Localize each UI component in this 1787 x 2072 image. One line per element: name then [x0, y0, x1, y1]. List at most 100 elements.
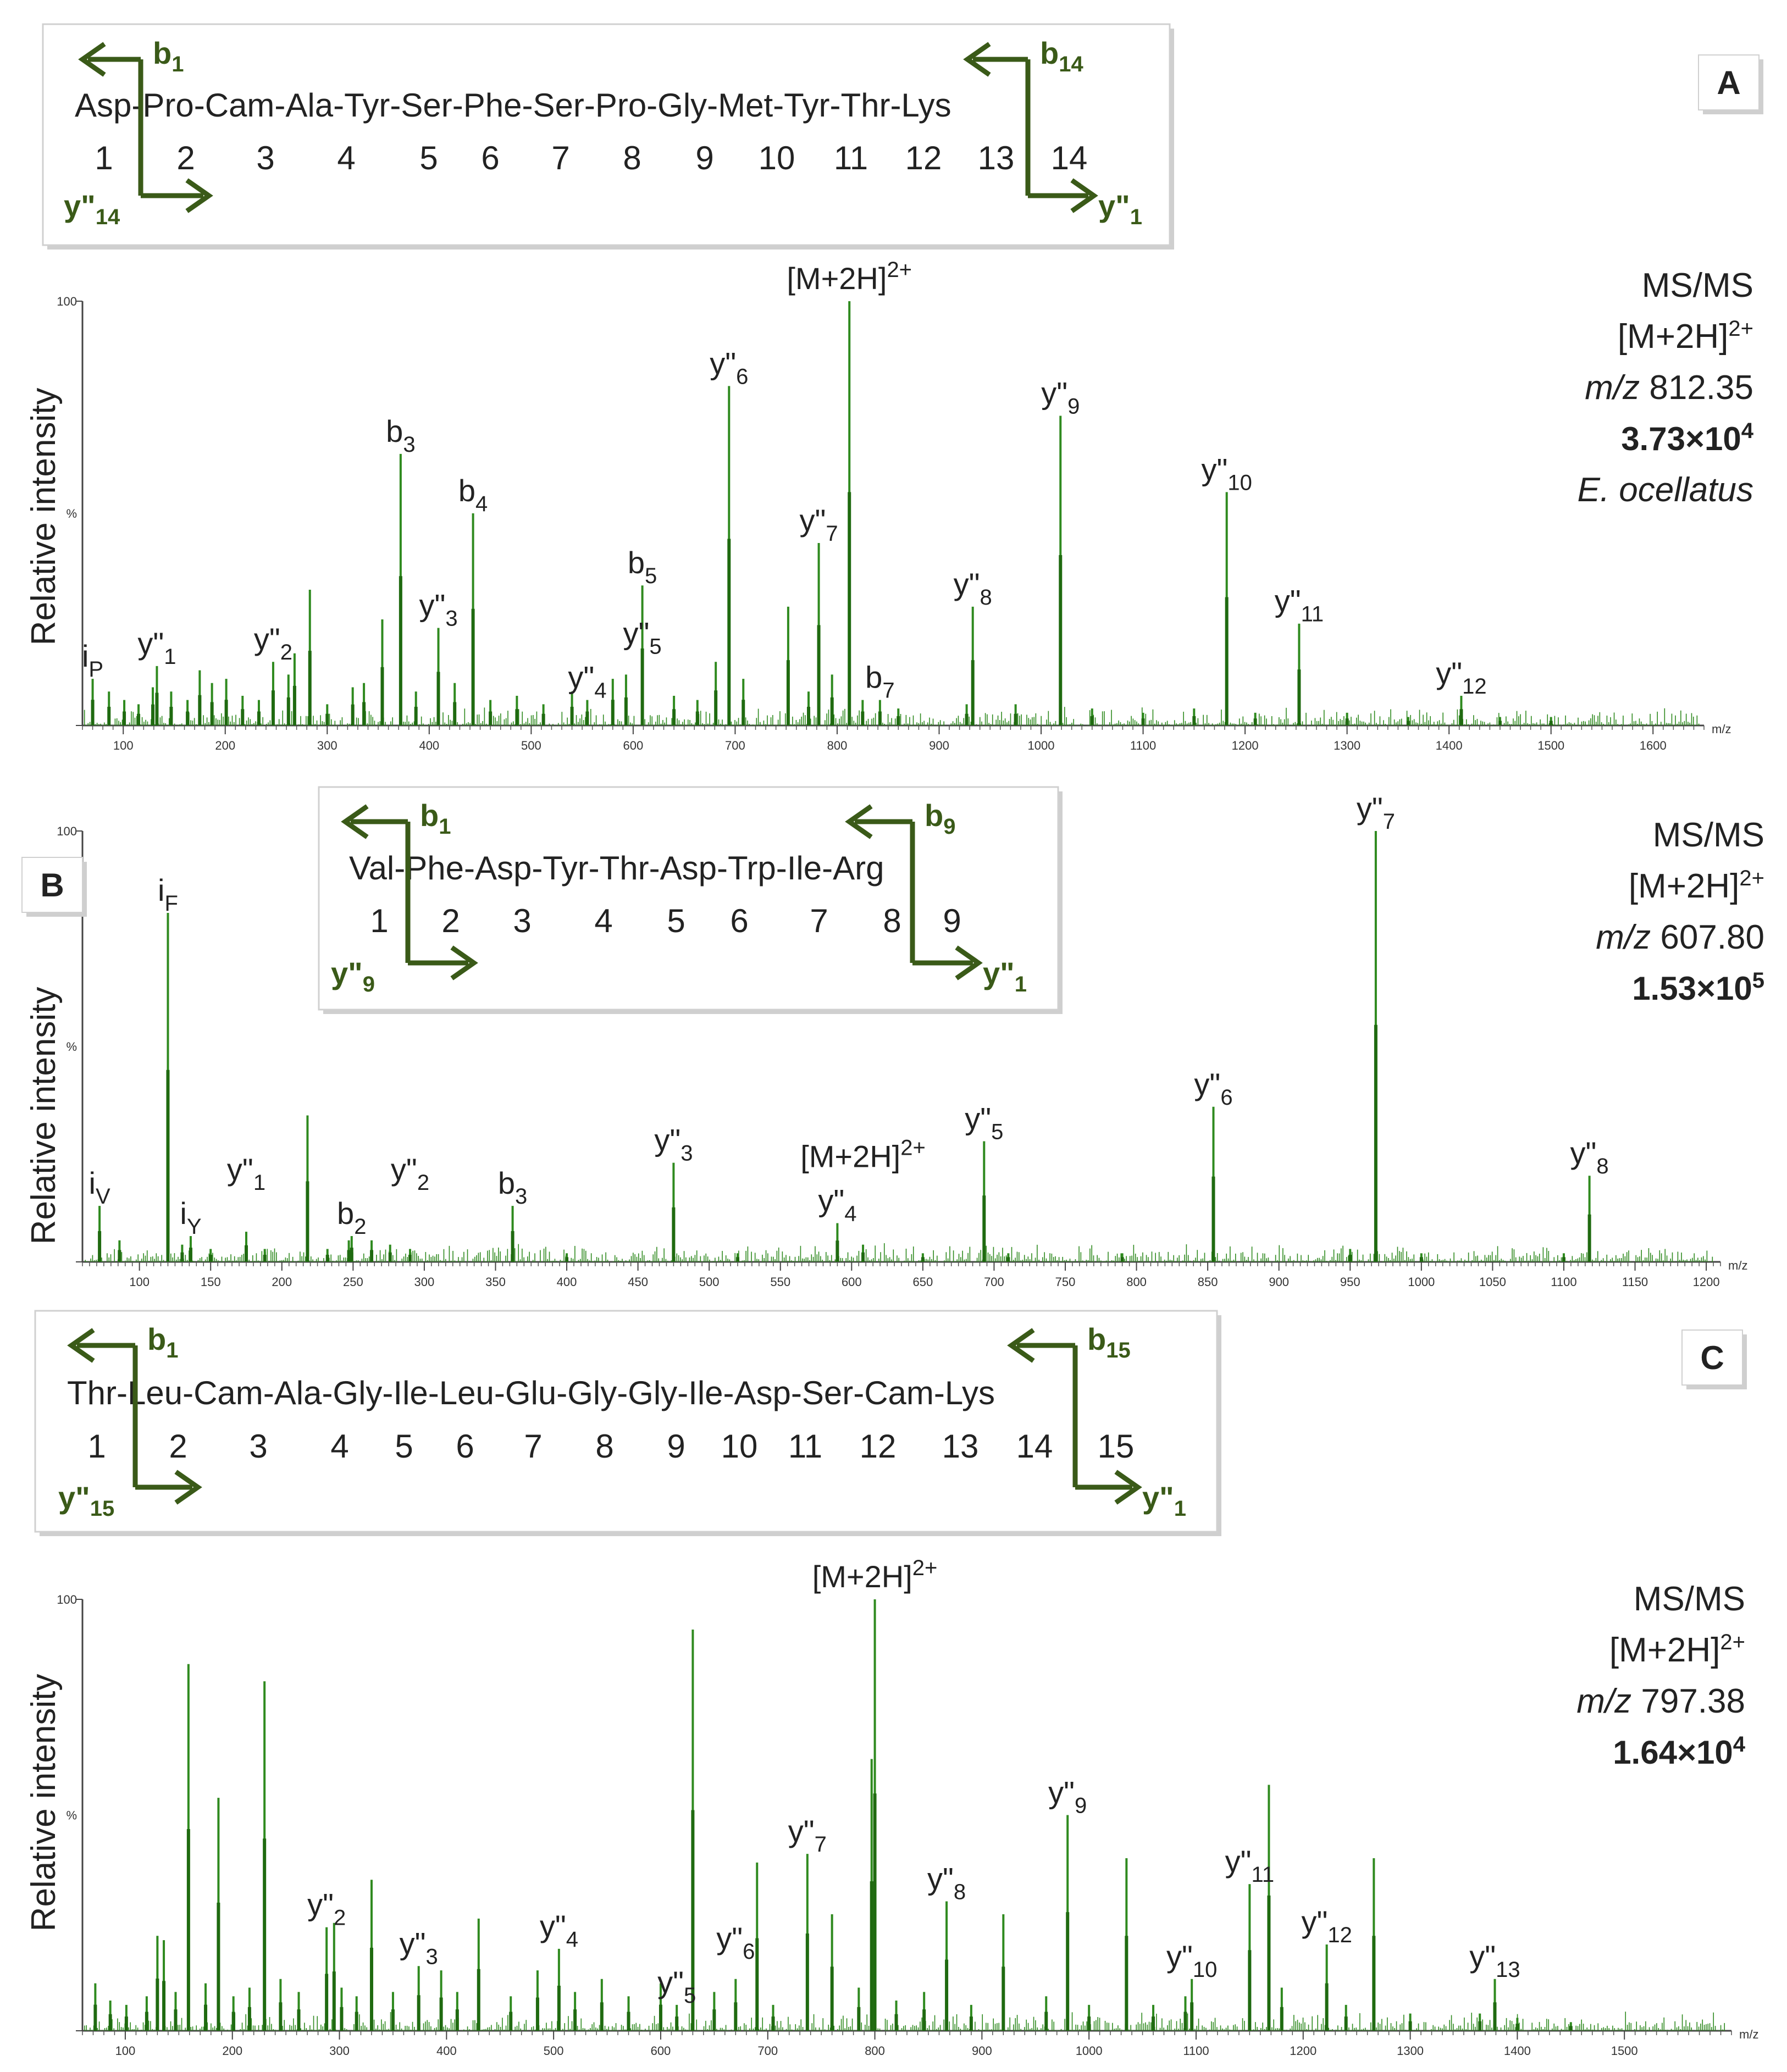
sequence-box-b: Val-Phe-Asp-Tyr-Thr-Asp-Trp-Ile-Arg 1 2 3 4 5…: [318, 786, 1063, 1014]
fragment-arrow-right: b15 y"1: [1007, 1322, 1186, 1521]
peaks-a: [91, 301, 1553, 725]
peak-label: y"4: [818, 1183, 856, 1226]
noise-b: [85, 1243, 1713, 1262]
residue-number: 11: [788, 1428, 822, 1465]
axes-b: 100 150 200 250 300 350 400 450 500 550 600 650 700 7…: [25, 824, 1747, 1289]
peak-label: y"2: [254, 622, 292, 664]
y-tick-label: 100: [57, 1593, 77, 1606]
x-tick-label: 900: [972, 2044, 992, 2058]
peak-label: iP: [82, 639, 103, 682]
peak-label: y"3: [400, 1926, 438, 1969]
peak-label: y"3: [654, 1123, 693, 1166]
residue-number: 2: [176, 140, 195, 176]
residue-number: 4: [594, 902, 612, 939]
peak-label: y"5: [965, 1101, 1003, 1144]
x-tick-label: 900: [1269, 1275, 1289, 1289]
peak-label: y"8: [927, 1862, 966, 1904]
y-arrow-head: [1114, 1470, 1142, 1505]
info-mz: m/z 797.38: [1576, 1682, 1745, 1720]
panel-c: 100 200 300 400 500 600 700 800 900 1000 1100 1200 1…: [25, 1310, 1758, 2058]
x-tick-label: 1050: [1479, 1275, 1506, 1289]
info-precursor: [M+2H]2+: [1629, 866, 1764, 905]
y-fragment-label: y"14: [64, 189, 120, 229]
residue-number: 9: [943, 902, 961, 939]
residue-number: 7: [810, 902, 828, 939]
peak-label: y"6: [716, 1921, 755, 1964]
sequence-box-a: Asp-Pro-Cam-Ala-Tyr-Ser-Phe-Ser-Pro-Gly-…: [42, 23, 1174, 250]
x-tick-label: 300: [317, 739, 338, 752]
residue-number: 2: [441, 902, 460, 939]
peak-label: y"9: [1041, 375, 1080, 418]
panel-letter-frame: [1681, 1329, 1743, 1386]
x-tick-label: 900: [929, 739, 949, 752]
residue-number: 9: [667, 1428, 685, 1465]
x-tick-label: 1000: [1076, 2044, 1103, 2058]
residue-number: 3: [513, 902, 531, 939]
b-arrow-head: [67, 1328, 95, 1363]
peaks-b: [98, 831, 1591, 1262]
peptide-sequence: Val-Phe-Asp-Tyr-Thr-Asp-Trp-Ile-Arg: [349, 850, 884, 887]
x-tick-label: 250: [343, 1275, 363, 1289]
residue-number: 1: [87, 1428, 106, 1465]
info-precursor: [M+2H]2+: [1609, 1630, 1745, 1669]
b-fragment-label: b15: [1087, 1322, 1131, 1362]
x-tick-label: 1500: [1611, 2044, 1638, 2058]
y-axis-label: Relative intensity: [25, 987, 63, 1245]
peak-label: y"1: [137, 626, 176, 669]
info-intensity: 3.73×104: [1621, 419, 1754, 457]
peaks-c: [93, 1599, 1573, 2031]
x-tick-label: 1200: [1693, 1275, 1720, 1289]
x-tick-label: 1000: [1028, 739, 1055, 752]
peak-label: y"7: [788, 1814, 827, 1857]
b-arrow-head: [341, 804, 369, 839]
residue-number: 11: [834, 140, 868, 176]
y-arrow-head: [174, 1470, 202, 1505]
x-tick-label: 400: [557, 1275, 577, 1289]
x-axis-label: m/z: [1712, 722, 1731, 736]
sequence-box-frame: [318, 786, 1059, 1011]
peak-labels-a: iP y"1 y"2 b3 y"3 b4 y"4 y"5 b5 y"6 y"7 [M+2H]2+ b7 y…: [82, 258, 1487, 703]
residue-number: 7: [551, 140, 569, 176]
residue-number: 9: [695, 140, 713, 176]
residue-number: 3: [249, 1428, 267, 1465]
peak-label: y"5: [623, 616, 662, 659]
x-tick-label: 500: [544, 2044, 564, 2058]
b-fragment-label: b1: [420, 798, 451, 839]
peak-label: y"4: [568, 660, 606, 703]
x-tick-label: 700: [984, 1275, 1004, 1289]
x-tick-label: 600: [651, 2044, 671, 2058]
b-fragment-label: b1: [153, 36, 184, 76]
residue-number: 8: [623, 140, 641, 176]
x-tick-label: 150: [201, 1275, 221, 1289]
peak-label: y"8: [954, 567, 992, 610]
info-block-a: MS/MS [M+2H]2+ m/z 812.35 3.73×104 E. ocella…: [1577, 267, 1753, 509]
b-fragment-label: b14: [1040, 36, 1083, 76]
x-tick-label: 400: [436, 2044, 457, 2058]
info-block-b: MS/MS [M+2H]2+ m/z 607.80 1.53×105: [1596, 816, 1764, 1007]
info-mz: m/z 607.80: [1596, 918, 1764, 956]
residue-number: 6: [481, 140, 499, 176]
x-tick-label: 450: [628, 1275, 648, 1289]
x-tick-label: 550: [770, 1275, 790, 1289]
y-fragment-label: y"1: [1098, 189, 1142, 229]
x-tick-label: 600: [623, 739, 644, 752]
peak-label: b3: [386, 414, 415, 457]
residue-number: 13: [942, 1428, 979, 1465]
y-axis-label: Relative intensity: [25, 1674, 63, 1932]
axes-c: 100 200 300 400 500 600 700 800 900 1000 1100 1200 1…: [25, 1593, 1758, 2058]
residue-number: 8: [883, 902, 901, 939]
b-arrow-head: [963, 42, 991, 77]
x-tick-label: 850: [1198, 1275, 1218, 1289]
residue-number: 14: [1016, 1428, 1053, 1465]
residue-number: 13: [978, 140, 1015, 176]
fragment-arrow-right: b9 y"1: [845, 798, 1027, 996]
x-tick-label: 200: [215, 739, 235, 752]
x-tick-label: 800: [865, 2044, 885, 2058]
y-fragment-label: y"9: [331, 956, 375, 996]
x-tick-label: 800: [1126, 1275, 1147, 1289]
y-axis-label: Relative intensity: [25, 388, 63, 646]
peak-label: y"13: [1469, 1939, 1520, 1982]
x-tick-label: 300: [329, 2044, 350, 2058]
panel-letter-a: A: [1698, 54, 1763, 114]
